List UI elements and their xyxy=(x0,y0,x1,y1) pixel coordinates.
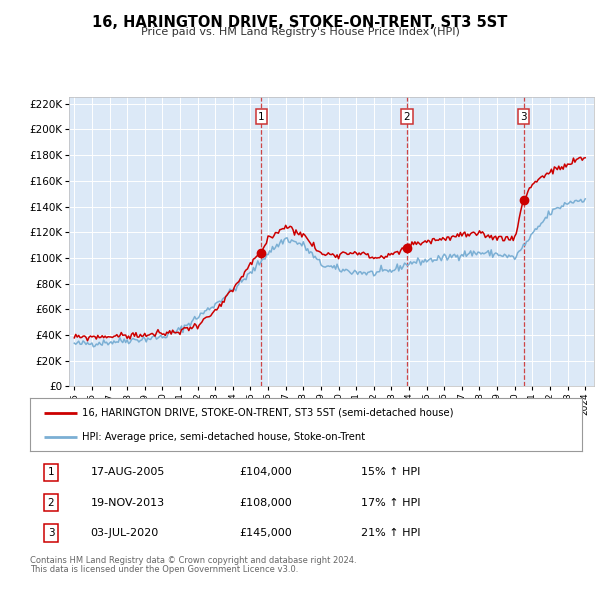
Text: £108,000: £108,000 xyxy=(240,498,293,507)
Text: 1: 1 xyxy=(258,112,265,122)
Text: 16, HARINGTON DRIVE, STOKE-ON-TRENT, ST3 5ST (semi-detached house): 16, HARINGTON DRIVE, STOKE-ON-TRENT, ST3… xyxy=(82,408,454,418)
Text: 21% ↑ HPI: 21% ↑ HPI xyxy=(361,528,421,538)
Text: 19-NOV-2013: 19-NOV-2013 xyxy=(91,498,165,507)
Text: £145,000: £145,000 xyxy=(240,528,293,538)
Text: 03-JUL-2020: 03-JUL-2020 xyxy=(91,528,159,538)
Text: £104,000: £104,000 xyxy=(240,467,293,477)
Text: Price paid vs. HM Land Registry's House Price Index (HPI): Price paid vs. HM Land Registry's House … xyxy=(140,27,460,37)
Text: 2: 2 xyxy=(47,498,54,507)
Text: Contains HM Land Registry data © Crown copyright and database right 2024.: Contains HM Land Registry data © Crown c… xyxy=(30,556,356,565)
Text: 17% ↑ HPI: 17% ↑ HPI xyxy=(361,498,421,507)
Text: 17-AUG-2005: 17-AUG-2005 xyxy=(91,467,165,477)
Text: 16, HARINGTON DRIVE, STOKE-ON-TRENT, ST3 5ST: 16, HARINGTON DRIVE, STOKE-ON-TRENT, ST3… xyxy=(92,15,508,30)
Text: 1: 1 xyxy=(47,467,54,477)
Text: 3: 3 xyxy=(47,528,54,538)
Text: 15% ↑ HPI: 15% ↑ HPI xyxy=(361,467,421,477)
Text: 2: 2 xyxy=(404,112,410,122)
Text: HPI: Average price, semi-detached house, Stoke-on-Trent: HPI: Average price, semi-detached house,… xyxy=(82,432,365,442)
Text: 3: 3 xyxy=(520,112,527,122)
Text: This data is licensed under the Open Government Licence v3.0.: This data is licensed under the Open Gov… xyxy=(30,565,298,574)
